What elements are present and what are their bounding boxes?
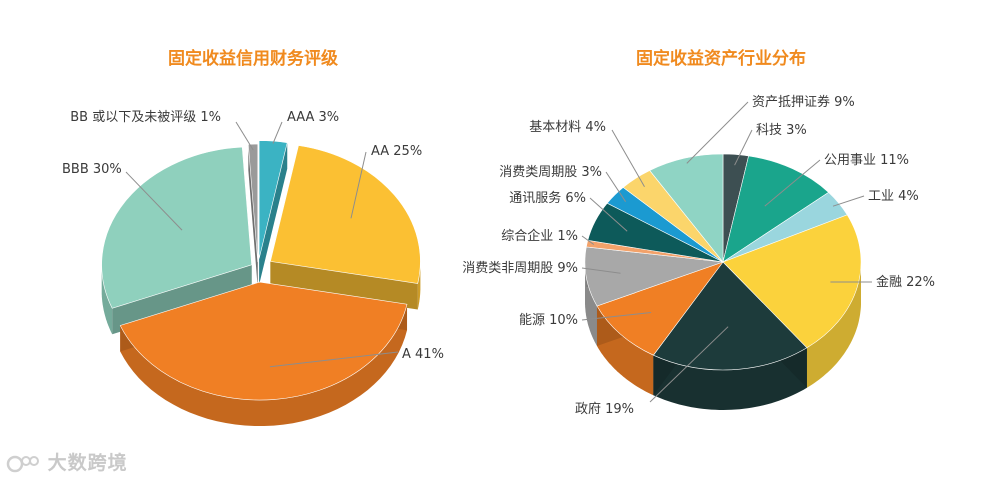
leader-line — [269, 351, 399, 368]
slice-label: 消费类非周期股 9% — [462, 261, 578, 276]
slice-1-3 — [722, 214, 862, 349]
watermark-text: 大数跨境 — [47, 452, 128, 474]
slice-label: 科技 3% — [756, 123, 807, 138]
slice-0-2 — [119, 281, 408, 401]
credit-rating-chart-title: 固定收益信用财务评级 — [168, 48, 338, 69]
slice-label: 综合企业 1% — [501, 228, 578, 244]
slice-1-4 — [652, 261, 808, 371]
slice-wall — [585, 262, 597, 346]
leader-line — [125, 171, 183, 231]
watermark-logo-icon — [6, 455, 39, 472]
watermark: 大数跨境 — [6, 448, 128, 475]
slice-label: 通讯服务 6% — [509, 190, 586, 206]
slice-wall — [806, 262, 861, 388]
slice-label: 资产抵押证券 9% — [752, 94, 855, 110]
slice-0-4 — [247, 143, 259, 263]
leader-line — [605, 171, 627, 202]
slice-label: 工业 4% — [868, 189, 919, 204]
slice-label: BB 或以下及未被评级 1% — [70, 110, 221, 125]
leader-line — [589, 197, 628, 232]
slice-cut — [270, 261, 418, 310]
slice-label: A 41% — [402, 347, 444, 362]
slice-label: BBB 30% — [62, 162, 122, 177]
leader-line — [649, 326, 729, 403]
slice-label: AA 25% — [371, 144, 422, 159]
slice-label: 金融 22% — [876, 274, 935, 290]
leader-line — [350, 151, 367, 219]
slice-1-1 — [722, 155, 830, 263]
leader-line — [581, 235, 595, 245]
leader-line — [764, 159, 821, 207]
slice-0-0 — [258, 140, 288, 259]
slice-wall — [120, 304, 407, 426]
slice-label: 消费类周期股 3% — [499, 165, 602, 180]
leader-line — [734, 129, 753, 166]
slice-cut — [259, 142, 288, 285]
sector-distribution-pie-chart: 固定收益资产行业分布 资产抵押证券 9% 科技 3% 公用事业 11% 工业 4% 金融… — [462, 48, 935, 417]
slice-label: 政府 19% — [575, 402, 634, 417]
leader-line — [581, 312, 652, 321]
slice-1-5 — [596, 261, 724, 356]
slice-0-1 — [270, 145, 421, 284]
leader-line — [272, 121, 283, 144]
slice-0-3 — [101, 146, 252, 309]
slice-1-11 — [649, 153, 724, 263]
slice-wall — [653, 347, 807, 410]
slice-label: 基本材料 4% — [529, 120, 606, 135]
slice-label: AAA 3% — [287, 110, 339, 125]
slice-wall — [101, 264, 113, 335]
leader-line — [832, 195, 865, 207]
slice-side-0-4 — [248, 144, 258, 289]
leader-line — [581, 267, 621, 274]
slice-side-0-0 — [259, 142, 288, 285]
slice-cut — [248, 144, 258, 289]
leader-line — [235, 121, 254, 151]
leader-line — [686, 101, 749, 164]
leader-line — [611, 129, 645, 187]
credit-rating-pie-chart: 固定收益信用财务评级 AAA 3% AA 25% A 41% BBB 30% BB 或以… — [62, 48, 444, 426]
slice-label: 公用事业 11% — [824, 153, 909, 168]
slice-label: 能源 10% — [519, 313, 578, 328]
sector-chart-title: 固定收益资产行业分布 — [636, 48, 806, 69]
